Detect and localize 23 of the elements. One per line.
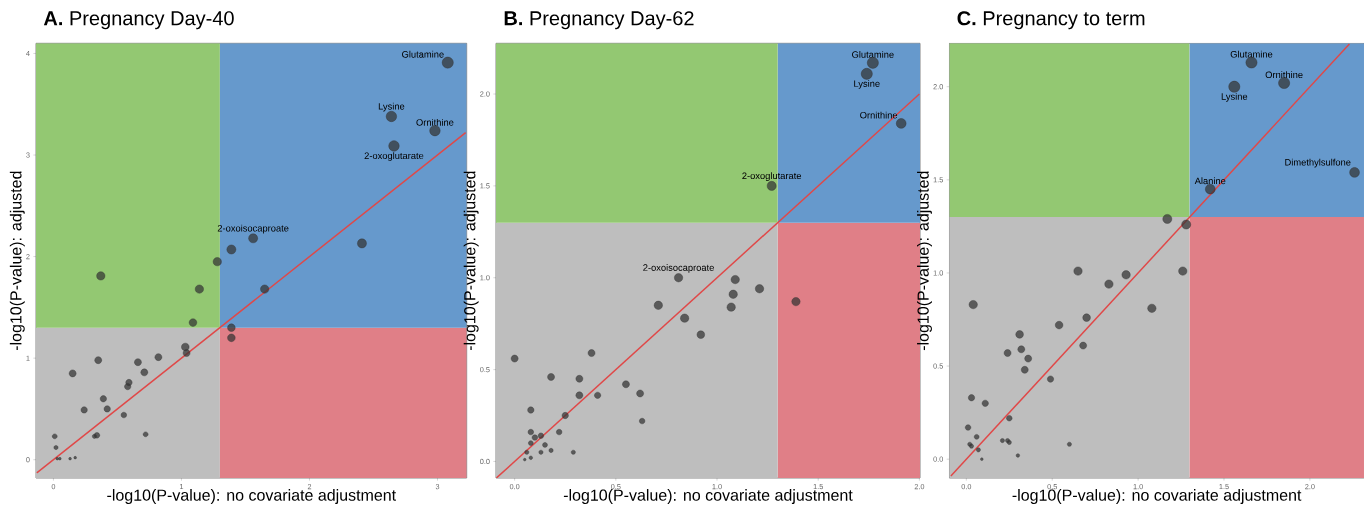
x-axis-title: -log10(P-value): no covariate adjustment: [107, 489, 396, 504]
annotation: 2-oxoisocaproate: [643, 264, 714, 273]
annotation: Lysine: [378, 102, 405, 112]
y-axis-title: -log10(P-value): adjusted: [917, 171, 932, 351]
annotation: Lysine: [854, 80, 880, 89]
annotation: Glutamine: [852, 51, 894, 58]
chart-title: B. Pregnancy Day-62: [504, 11, 694, 30]
annotation: Ornithine: [416, 118, 454, 126]
x-axis-title: -log10(P-value): no covariate adjustment: [563, 489, 853, 504]
annotation: 2-oxoisocaproate: [217, 224, 289, 234]
annotation: Lysine: [1221, 92, 1248, 102]
annotation: Ornithine: [860, 111, 898, 119]
annotation: Ornithine: [1265, 71, 1303, 79]
chart-title: C. Pregnancy to term: [957, 11, 1145, 30]
x-axis-title: -log10(P-value): no covariate adjustment: [1012, 489, 1302, 504]
annotation: Dimethylsulfone: [1285, 158, 1351, 168]
y-axis-title: -log10(P-value): adjusted: [463, 171, 479, 351]
annotation: 2-oxoglutarate: [742, 172, 802, 181]
annotation: 2-oxoglutarate: [364, 152, 424, 161]
annotation: Glutamine: [402, 50, 444, 58]
chart-title: A. Pregnancy Day-40: [43, 11, 234, 30]
annotation: Glutamine: [1230, 50, 1273, 58]
y-axis-title: -log10(P-value): adjusted: [9, 171, 25, 351]
